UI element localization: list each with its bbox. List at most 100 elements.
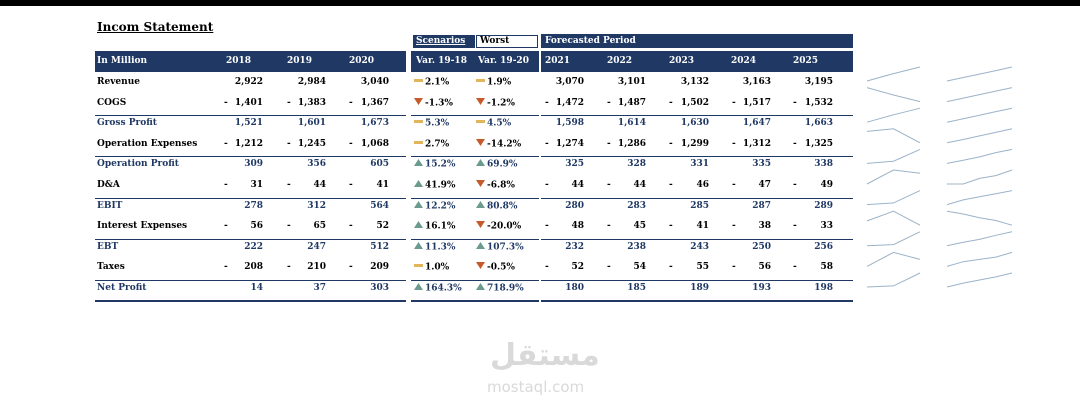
row-label: EBIT <box>97 200 123 211</box>
variance-value: 12.2% <box>425 201 456 212</box>
forecast-value: 49 <box>820 180 833 190</box>
up-arrow-icon <box>414 179 423 191</box>
forecast-value: 1,598 <box>555 118 584 129</box>
sparkline-column <box>866 66 1013 288</box>
negative-sign: - <box>224 138 228 149</box>
row-separator <box>411 280 539 281</box>
variance-cell: 164.3% <box>414 282 462 295</box>
row-separator <box>541 156 853 157</box>
negative-sign: - <box>607 97 611 108</box>
sparkline-forecast <box>946 251 1013 267</box>
forecast-value: 285 <box>690 200 709 211</box>
scenario-dropdown[interactable]: Worst <box>476 35 538 48</box>
up-arrow-icon <box>476 282 485 294</box>
hist-value: 56 <box>250 221 263 232</box>
hist-value: 1,673 <box>360 118 389 129</box>
row-separator <box>411 115 539 116</box>
negative-sign: - <box>669 262 673 273</box>
forecast-value: 335 <box>752 159 771 170</box>
sparkline-historic <box>866 190 921 206</box>
variance-value: 4.5% <box>487 118 512 129</box>
variance-value: -1.3% <box>425 98 453 109</box>
table-bottom-border <box>411 300 539 302</box>
forecast-value: 1,517 <box>742 97 771 108</box>
row-label: Gross Profit <box>97 118 157 129</box>
variance-cell: 16.1% <box>414 220 455 233</box>
variance-cell: 718.9% <box>476 282 524 295</box>
variance-cell: 1.9% <box>476 76 511 89</box>
hist-value: 564 <box>370 200 389 211</box>
header-unit: In Million <box>97 56 148 66</box>
forecast-value: 47 <box>758 180 771 190</box>
row-separator <box>411 156 539 157</box>
negative-sign: - <box>669 221 673 232</box>
sparkline-forecast <box>946 66 1013 82</box>
negative-sign: - <box>793 97 797 108</box>
hist-value: 356 <box>307 159 326 170</box>
negative-sign: - <box>793 262 797 273</box>
hist-value: 247 <box>307 241 326 252</box>
top-bar <box>0 0 1080 6</box>
flat-bar-icon <box>414 117 423 129</box>
forecast-value: 58 <box>820 262 833 273</box>
negative-sign: - <box>732 97 736 108</box>
negative-sign: - <box>287 262 291 273</box>
flat-bar-icon <box>414 76 423 88</box>
hist-value: 512 <box>370 241 389 252</box>
negative-sign: - <box>669 97 673 108</box>
header-year: 2025 <box>793 56 819 66</box>
hist-value: 309 <box>244 159 263 170</box>
forecast-value: 46 <box>696 180 709 190</box>
variance-value: 15.2% <box>425 159 456 170</box>
variance-value: -14.2% <box>487 139 522 150</box>
flat-bar-icon <box>414 261 423 273</box>
row-separator <box>541 280 853 281</box>
forecast-value: 328 <box>627 159 646 170</box>
sparkline-forecast <box>946 272 1013 288</box>
header-bar-forecast <box>541 51 853 72</box>
row-label: Operation Profit <box>97 159 179 170</box>
variance-value: 11.3% <box>425 242 456 253</box>
negative-sign: - <box>287 180 291 190</box>
variance-cell: 69.9% <box>476 158 517 171</box>
hist-value: 209 <box>370 262 389 273</box>
variance-cell: 107.3% <box>476 241 524 254</box>
row-separator <box>541 198 853 199</box>
variance-value: 80.8% <box>487 201 518 212</box>
hist-value: 37 <box>313 283 326 293</box>
sparkline-historic <box>866 107 921 123</box>
variance-value: 107.3% <box>487 242 524 253</box>
hist-value: 2,922 <box>234 77 263 87</box>
forecast-value: 3,070 <box>555 77 584 87</box>
negative-sign: - <box>607 262 611 273</box>
forecast-value: 243 <box>690 241 709 252</box>
hist-value: 605 <box>370 159 389 170</box>
negative-sign: - <box>287 221 291 232</box>
header-year: 2021 <box>545 56 571 66</box>
variance-cell: -0.5% <box>476 261 515 274</box>
watermark-arabic: مستقل <box>490 338 600 373</box>
sparkline-historic <box>866 169 921 185</box>
forecast-value: 283 <box>627 200 646 211</box>
forecast-value: 193 <box>752 283 771 293</box>
negative-sign: - <box>793 180 797 190</box>
negative-sign: - <box>224 180 228 190</box>
variance-cell: 12.2% <box>414 200 455 213</box>
forecast-value: 48 <box>571 221 584 232</box>
header-year: 2024 <box>731 56 757 66</box>
forecast-value: 54 <box>633 262 646 273</box>
scenarios-link[interactable]: Scenarios <box>413 35 475 48</box>
variance-cell: -20.0% <box>476 220 521 233</box>
row-separator <box>411 239 539 240</box>
forecast-value: 338 <box>814 159 833 170</box>
forecast-value: 1,502 <box>680 97 709 108</box>
forecast-value: 189 <box>690 283 709 293</box>
forecast-value: 325 <box>565 159 584 170</box>
variance-value: 2.7% <box>425 139 450 150</box>
forecast-value: 1,647 <box>742 118 771 129</box>
hist-value: 1,401 <box>234 97 263 108</box>
negative-sign: - <box>224 221 228 232</box>
variance-cell: 41.9% <box>414 179 455 192</box>
up-arrow-icon <box>476 200 485 212</box>
hist-value: 3,040 <box>360 77 389 87</box>
